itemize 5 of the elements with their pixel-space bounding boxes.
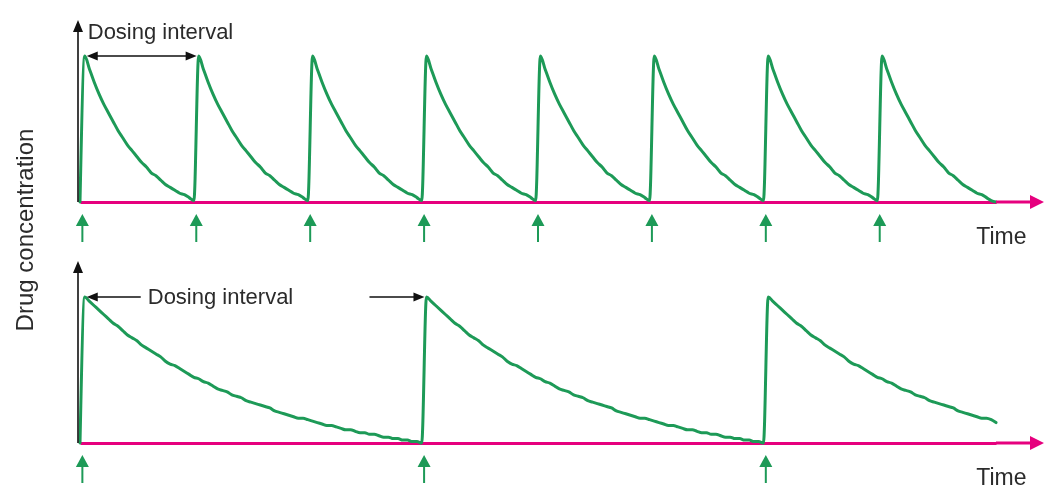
x-axis-title: Time <box>976 463 1027 490</box>
x-axis-title: Time <box>976 222 1027 249</box>
y-axis-title: Drug concentration <box>11 128 38 332</box>
text: Dosing interval <box>87 19 234 44</box>
annotation: Dosing interval <box>147 284 294 309</box>
